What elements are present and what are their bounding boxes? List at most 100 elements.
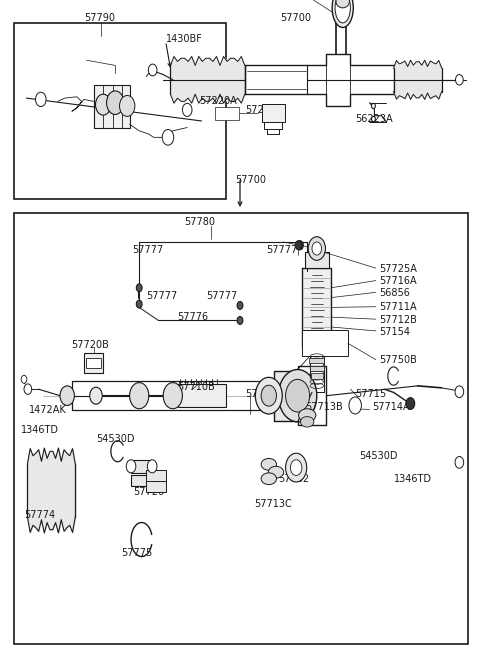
Text: 57720B: 57720B: [71, 339, 109, 350]
Text: 57700: 57700: [235, 175, 266, 185]
Text: 57220A: 57220A: [199, 96, 237, 107]
Circle shape: [36, 92, 46, 107]
Circle shape: [90, 387, 102, 404]
Circle shape: [162, 129, 174, 145]
Text: 57715: 57715: [355, 388, 386, 399]
Bar: [310, 366, 324, 371]
Circle shape: [455, 386, 464, 398]
Text: 56856: 56856: [379, 288, 410, 298]
Text: 57776: 57776: [178, 312, 209, 322]
Text: 57790: 57790: [84, 13, 115, 24]
Circle shape: [406, 398, 415, 409]
Text: 1430BF: 1430BF: [166, 34, 203, 44]
Ellipse shape: [300, 417, 314, 427]
Text: 57777: 57777: [132, 245, 163, 255]
Text: 57762: 57762: [278, 473, 310, 484]
Text: 57775: 57775: [121, 547, 153, 558]
Circle shape: [107, 91, 124, 114]
Bar: [274, 371, 298, 421]
Circle shape: [237, 301, 243, 309]
Text: 57713B: 57713B: [305, 402, 343, 412]
Text: 57154: 57154: [379, 326, 410, 337]
Circle shape: [237, 317, 243, 324]
Circle shape: [148, 64, 157, 76]
Circle shape: [96, 94, 111, 115]
Circle shape: [372, 116, 375, 122]
Text: 57774: 57774: [24, 509, 55, 520]
Text: 1346TD: 1346TD: [394, 474, 432, 485]
Circle shape: [312, 242, 322, 255]
Text: 57716A: 57716A: [379, 276, 417, 286]
Circle shape: [136, 284, 142, 292]
Text: 57777: 57777: [266, 245, 298, 255]
Bar: [262, 104, 285, 122]
Circle shape: [147, 460, 157, 473]
Bar: [14, 23, 226, 199]
Ellipse shape: [261, 458, 276, 470]
Ellipse shape: [336, 0, 349, 8]
Bar: [94, 85, 130, 128]
Circle shape: [297, 241, 303, 250]
Text: 57710B: 57710B: [178, 382, 216, 392]
Circle shape: [21, 375, 27, 383]
Circle shape: [286, 453, 307, 482]
Text: 57763: 57763: [245, 388, 276, 399]
Circle shape: [456, 75, 463, 85]
Bar: [131, 475, 152, 486]
Text: 57700: 57700: [280, 13, 311, 24]
Text: 57221: 57221: [245, 105, 276, 115]
Text: 57726: 57726: [133, 487, 165, 498]
Text: 57773: 57773: [125, 461, 156, 472]
Text: 57713C: 57713C: [254, 498, 292, 509]
Text: 54530D: 54530D: [96, 434, 134, 445]
Circle shape: [163, 383, 182, 409]
Ellipse shape: [332, 0, 353, 27]
Circle shape: [308, 237, 325, 260]
Circle shape: [455, 456, 464, 468]
Text: 1346TD: 1346TD: [21, 425, 59, 436]
Bar: [84, 353, 103, 373]
Circle shape: [60, 386, 74, 405]
Circle shape: [261, 385, 276, 406]
Text: 57777: 57777: [206, 290, 238, 301]
Ellipse shape: [335, 0, 350, 23]
Text: 57777: 57777: [146, 290, 178, 301]
Bar: [131, 460, 152, 473]
Circle shape: [290, 460, 302, 475]
Bar: [302, 330, 348, 356]
Circle shape: [136, 300, 142, 308]
Text: 57712B: 57712B: [379, 315, 417, 325]
Ellipse shape: [268, 466, 284, 478]
Ellipse shape: [299, 409, 316, 422]
Bar: [178, 384, 226, 407]
Bar: [14, 213, 468, 644]
Circle shape: [120, 95, 135, 116]
Circle shape: [372, 103, 375, 109]
Bar: [86, 358, 101, 368]
Text: 57780: 57780: [184, 217, 215, 228]
Bar: [146, 470, 166, 481]
Bar: [305, 252, 329, 268]
Bar: [302, 268, 331, 347]
Circle shape: [130, 383, 149, 409]
Text: 57725A: 57725A: [379, 264, 417, 275]
Ellipse shape: [261, 473, 276, 485]
Circle shape: [126, 460, 136, 473]
Text: 56223A: 56223A: [355, 114, 393, 124]
Text: 57714A: 57714A: [372, 402, 409, 412]
Bar: [146, 480, 166, 492]
Bar: [309, 358, 324, 363]
Bar: [215, 107, 239, 120]
Text: 1472AK: 1472AK: [29, 405, 67, 415]
Circle shape: [24, 384, 32, 394]
Text: 54530D: 54530D: [359, 451, 397, 462]
Circle shape: [255, 377, 282, 414]
Text: 57711A: 57711A: [379, 302, 417, 313]
Circle shape: [286, 379, 310, 412]
Circle shape: [182, 103, 192, 116]
Bar: [311, 373, 323, 379]
Circle shape: [349, 397, 361, 414]
Circle shape: [278, 370, 317, 422]
Text: 57750B: 57750B: [379, 354, 417, 365]
Circle shape: [295, 241, 302, 250]
